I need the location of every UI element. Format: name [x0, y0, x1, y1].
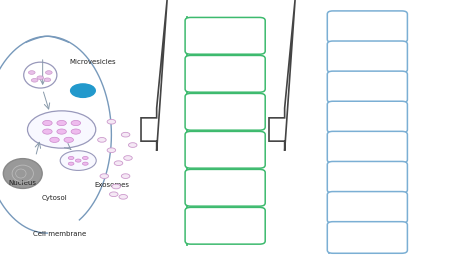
Circle shape: [75, 159, 81, 162]
Circle shape: [112, 184, 120, 189]
FancyBboxPatch shape: [327, 161, 407, 193]
Circle shape: [71, 84, 95, 97]
Circle shape: [71, 129, 81, 134]
Text: μNMR: μNMR: [356, 233, 379, 242]
Text: Organic
Framework NPs: Organic Framework NPs: [196, 140, 255, 160]
Text: SERS: SERS: [357, 82, 377, 91]
FancyBboxPatch shape: [327, 101, 407, 133]
FancyBboxPatch shape: [185, 55, 265, 92]
FancyBboxPatch shape: [327, 192, 407, 223]
Circle shape: [68, 162, 74, 165]
FancyBboxPatch shape: [185, 17, 265, 54]
Circle shape: [71, 120, 81, 126]
FancyBboxPatch shape: [185, 93, 265, 130]
Circle shape: [27, 111, 96, 148]
Circle shape: [82, 156, 88, 160]
Polygon shape: [269, 0, 295, 151]
FancyBboxPatch shape: [185, 131, 265, 168]
Polygon shape: [141, 0, 167, 151]
Circle shape: [107, 119, 116, 124]
Circle shape: [46, 71, 52, 74]
Circle shape: [82, 162, 88, 165]
Text: Fluorescent NPs: Fluorescent NPs: [194, 69, 256, 78]
Text: Exosomes: Exosomes: [94, 182, 129, 188]
Circle shape: [44, 78, 51, 82]
Circle shape: [119, 195, 128, 199]
Text: Carbon
Nanomaterials: Carbon Nanomaterials: [197, 178, 253, 198]
Circle shape: [31, 78, 38, 82]
Circle shape: [107, 148, 116, 153]
FancyBboxPatch shape: [327, 131, 407, 163]
FancyBboxPatch shape: [327, 41, 407, 73]
Text: Light Scattering: Light Scattering: [337, 52, 398, 61]
Circle shape: [98, 138, 106, 142]
FancyBboxPatch shape: [185, 169, 265, 206]
Text: Electric: Electric: [353, 173, 382, 182]
Ellipse shape: [3, 159, 42, 189]
Circle shape: [37, 76, 44, 80]
Circle shape: [60, 151, 96, 170]
Text: Microvesicles: Microvesicles: [69, 59, 116, 65]
Text: Nucleus: Nucleus: [9, 179, 37, 186]
FancyBboxPatch shape: [327, 222, 407, 253]
FancyBboxPatch shape: [327, 11, 407, 42]
FancyBboxPatch shape: [185, 207, 265, 244]
Circle shape: [64, 137, 73, 142]
Text: Magnetic NPs: Magnetic NPs: [199, 107, 251, 116]
Circle shape: [68, 156, 74, 160]
Circle shape: [43, 120, 52, 126]
Circle shape: [114, 161, 123, 166]
Text: SPR Sensing: SPR Sensing: [344, 22, 391, 31]
Circle shape: [50, 137, 59, 142]
Circle shape: [121, 174, 130, 178]
FancyBboxPatch shape: [327, 71, 407, 103]
Text: Electrochemical: Electrochemical: [337, 143, 398, 152]
Text: Fluorescence: Fluorescence: [342, 113, 392, 121]
Text: Cytosol: Cytosol: [42, 195, 67, 201]
Circle shape: [124, 156, 132, 160]
Circle shape: [43, 129, 52, 134]
Text: Colorimetric: Colorimetric: [344, 203, 391, 212]
Circle shape: [57, 120, 66, 126]
Circle shape: [100, 174, 109, 178]
Circle shape: [121, 132, 130, 137]
Circle shape: [128, 143, 137, 147]
Text: DNA NPs
and others: DNA NPs and others: [204, 216, 246, 236]
Text: Cell membrane: Cell membrane: [33, 231, 86, 238]
Circle shape: [28, 71, 35, 74]
Text: Plasmonic NPs: Plasmonic NPs: [197, 31, 253, 40]
Circle shape: [109, 192, 118, 197]
Circle shape: [57, 129, 66, 134]
